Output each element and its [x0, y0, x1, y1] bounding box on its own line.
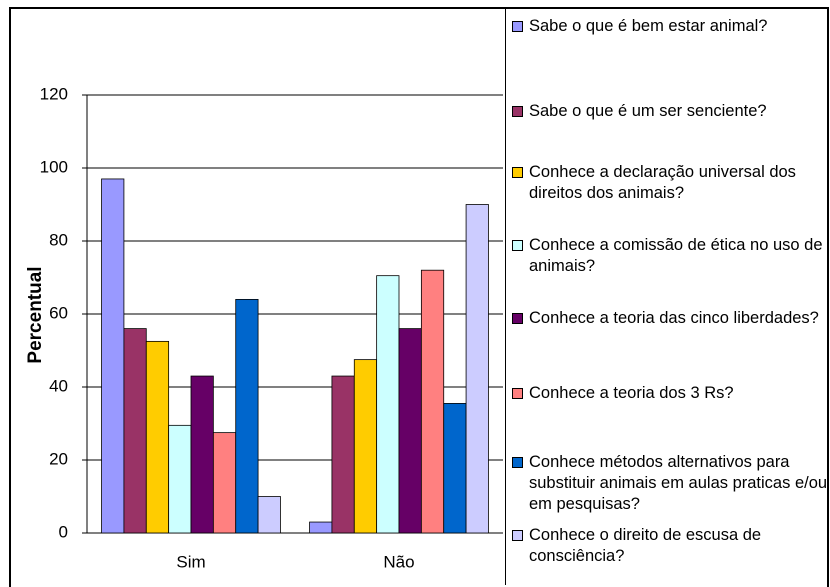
legend-label: Conhece a comissão de ética no uso de an… — [529, 236, 823, 275]
bar — [168, 424, 192, 534]
bar — [376, 275, 400, 534]
legend-label: Sabe o que é bem estar animal? — [529, 17, 768, 35]
bar — [331, 375, 355, 534]
x-tick-label: Não — [383, 552, 414, 571]
bar — [353, 359, 378, 534]
legend-label: Conhece a teoria dos 3 Rs? — [529, 384, 734, 402]
legend-swatch — [512, 530, 523, 541]
legend-label: Sabe o que é um ser senciente? — [529, 102, 767, 120]
legend-swatch — [512, 167, 523, 178]
y-tick-label: 60 — [49, 303, 68, 322]
legend-label: Conhece o direito de escusa de consciênc… — [529, 526, 762, 565]
legend-swatch — [512, 313, 523, 324]
legend-swatch — [512, 457, 523, 468]
bar — [443, 403, 467, 534]
legend-swatch — [512, 106, 523, 117]
legend-label: Conhece métodos alternativos para substi… — [529, 453, 828, 513]
bar — [123, 328, 147, 534]
legend-swatch — [512, 21, 523, 32]
legend-entry: Conhece o direito de escusa de consciênc… — [512, 525, 830, 567]
y-tick-label: 40 — [49, 376, 68, 395]
legend: Sabe o que é bem estar animal? Sabe o que… — [505, 8, 829, 585]
legend-swatch — [512, 240, 523, 251]
y-tick-label: 120 — [40, 84, 68, 103]
bar — [145, 340, 170, 534]
bar — [101, 178, 125, 534]
legend-entry: Conhece métodos alternativos para substi… — [512, 452, 830, 515]
legend-entry: Sabe o que é bem estar animal? — [512, 16, 830, 37]
legend-swatch — [512, 388, 523, 399]
y-tick-label: 80 — [49, 230, 68, 249]
y-axis-label: Percentual — [25, 266, 46, 363]
bar — [309, 521, 333, 534]
y-tick-label: 0 — [59, 522, 68, 541]
bar — [398, 328, 422, 534]
legend-entry: Conhece a teoria das cinco liberdades? — [512, 308, 830, 329]
legend-label: Conhece a declaração universal dos direi… — [529, 163, 796, 202]
x-tick-label: Sim — [176, 552, 205, 571]
bar — [212, 432, 237, 534]
legend-label: Conhece a teoria das cinco liberdades? — [529, 309, 819, 327]
frame — [9, 7, 829, 587]
bar — [235, 298, 259, 534]
bar — [465, 204, 489, 534]
y-tick-label: 100 — [40, 157, 68, 176]
legend-entry: Conhece a declaração universal dos direi… — [512, 162, 830, 204]
bar — [420, 269, 445, 534]
legend-entry: Sabe o que é um ser senciente? — [512, 101, 830, 122]
legend-entry: Conhece a teoria dos 3 Rs? — [512, 383, 830, 404]
bar — [257, 496, 281, 534]
legend-entry: Conhece a comissão de ética no uso de an… — [512, 235, 830, 277]
y-tick-label: 20 — [49, 449, 68, 468]
bar — [190, 375, 214, 534]
